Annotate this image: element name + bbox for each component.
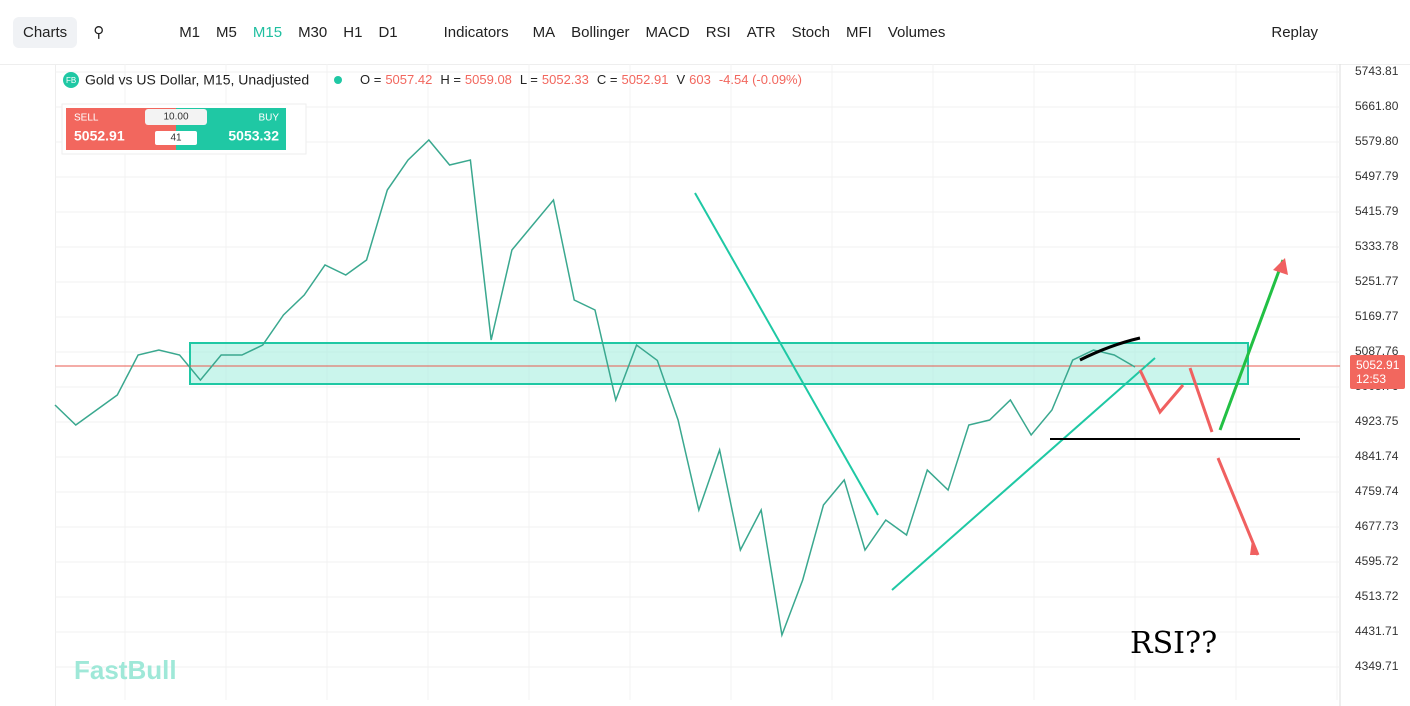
y-tick-label: 5497.79	[1355, 169, 1399, 183]
timeframes: M1 M5 M15 M30 H1 D1	[171, 24, 405, 41]
y-tick-label: 4923.75	[1355, 414, 1399, 428]
y-tick-label: 5415.79	[1355, 204, 1399, 218]
y-tick-label: 5169.77	[1355, 309, 1399, 323]
timeframe[interactable]: D1	[378, 23, 398, 41]
y-tick-label: 5661.80	[1355, 99, 1399, 113]
badge-price: 5052.91	[1356, 358, 1400, 372]
legend: FB Gold vs US Dollar, M15, Unadjusted O …	[63, 72, 802, 88]
symbol: Gold vs US Dollar, M15, Unadjusted	[85, 72, 309, 88]
zone	[189, 342, 1249, 385]
legend-close: 5052.91	[621, 72, 668, 87]
legend-high-label: H =	[440, 72, 461, 87]
y-tick-label: 4595.72	[1355, 554, 1399, 568]
indicator[interactable]: Bollinger	[571, 23, 630, 41]
legend-change: -4.54 (-0.09%)	[719, 72, 802, 87]
timeframe[interactable]: M1	[179, 23, 201, 41]
y-tick-label: 5087.76	[1355, 344, 1399, 358]
chart: RSI?? FB Gold vs US Dollar, M15, Unadjus…	[54, 64, 1405, 706]
indicator[interactable]: Volumes	[887, 23, 946, 41]
y-tick-label: 5743.81	[1355, 64, 1399, 78]
search[interactable]: ⚲	[93, 24, 105, 41]
buy-label: BUY	[258, 113, 279, 124]
legend-open: 5057.42	[385, 72, 432, 87]
price-line-series	[54, 138, 1136, 638]
sell-label: SELL	[74, 113, 99, 124]
indicator[interactable]: ATR	[746, 23, 776, 41]
legend-low-label: L =	[520, 72, 538, 87]
y-tick-label: 4841.74	[1355, 449, 1399, 463]
sell-price: 5052.91	[74, 128, 125, 144]
indicator[interactable]: MACD	[645, 23, 690, 41]
charts-menu[interactable]: Charts	[13, 16, 78, 48]
annotation: RSI??	[1130, 626, 1217, 661]
timeframe[interactable]: M5	[216, 23, 237, 41]
ohlc: O = 5057.42 H = 5059.08 L = 5052.33 C = 5052.91…	[360, 72, 802, 87]
replay[interactable]: Replay	[1271, 23, 1319, 41]
drawings	[694, 192, 1300, 591]
badge-countdown: 12:53	[1356, 372, 1386, 386]
indicator-list: MA Bollinger MACD RSI ATR Stoch MFI Volumes	[525, 24, 954, 41]
indicators[interactable]: Indicators	[443, 23, 509, 41]
y-tick-label: 4759.74	[1355, 484, 1399, 498]
y-tick-label: 4431.71	[1355, 624, 1399, 638]
price-badge	[1350, 355, 1405, 389]
plot	[54, 138, 1136, 638]
indicator[interactable]: MFI	[845, 23, 872, 41]
legend-volume-label: V	[676, 72, 685, 87]
y-tick-label: 4513.72	[1355, 589, 1399, 603]
indicator[interactable]: MA	[532, 23, 556, 41]
lot[interactable]: 10.00	[163, 112, 188, 123]
left-toolbar	[0, 64, 56, 706]
watermark: FastBull	[74, 655, 177, 685]
indicator[interactable]: Stoch	[791, 23, 830, 41]
legend-open-label: O =	[360, 72, 381, 87]
timeframe[interactable]: H1	[343, 23, 363, 41]
y-tick-label: 4677.73	[1355, 519, 1399, 533]
timeframe[interactable]: M15	[252, 23, 283, 41]
trade-panel: SELL 5052.91 10.00 41 BUY 5053.32	[61, 103, 307, 155]
y-tick-label: 5333.78	[1355, 239, 1399, 253]
timeframe[interactable]: M30	[298, 23, 328, 41]
toolbar: Charts ⚲ M1 M5 M15 M30 H1 D1 Indicators MA Bol…	[0, 0, 1410, 65]
legend-close-label: C =	[597, 72, 618, 87]
badge: FB	[66, 76, 76, 85]
y-tick-label: 5579.80	[1355, 134, 1399, 148]
y-tick-label: 5251.77	[1355, 274, 1399, 288]
y-tick-label: 4349.71	[1355, 659, 1399, 673]
legend-high: 5059.08	[465, 72, 512, 87]
indicator[interactable]: RSI	[705, 23, 731, 41]
legend-low: 5052.33	[542, 72, 589, 87]
legend-volume: 603	[689, 72, 711, 87]
spread: 41	[170, 133, 182, 144]
buy-price: 5053.32	[228, 128, 279, 144]
